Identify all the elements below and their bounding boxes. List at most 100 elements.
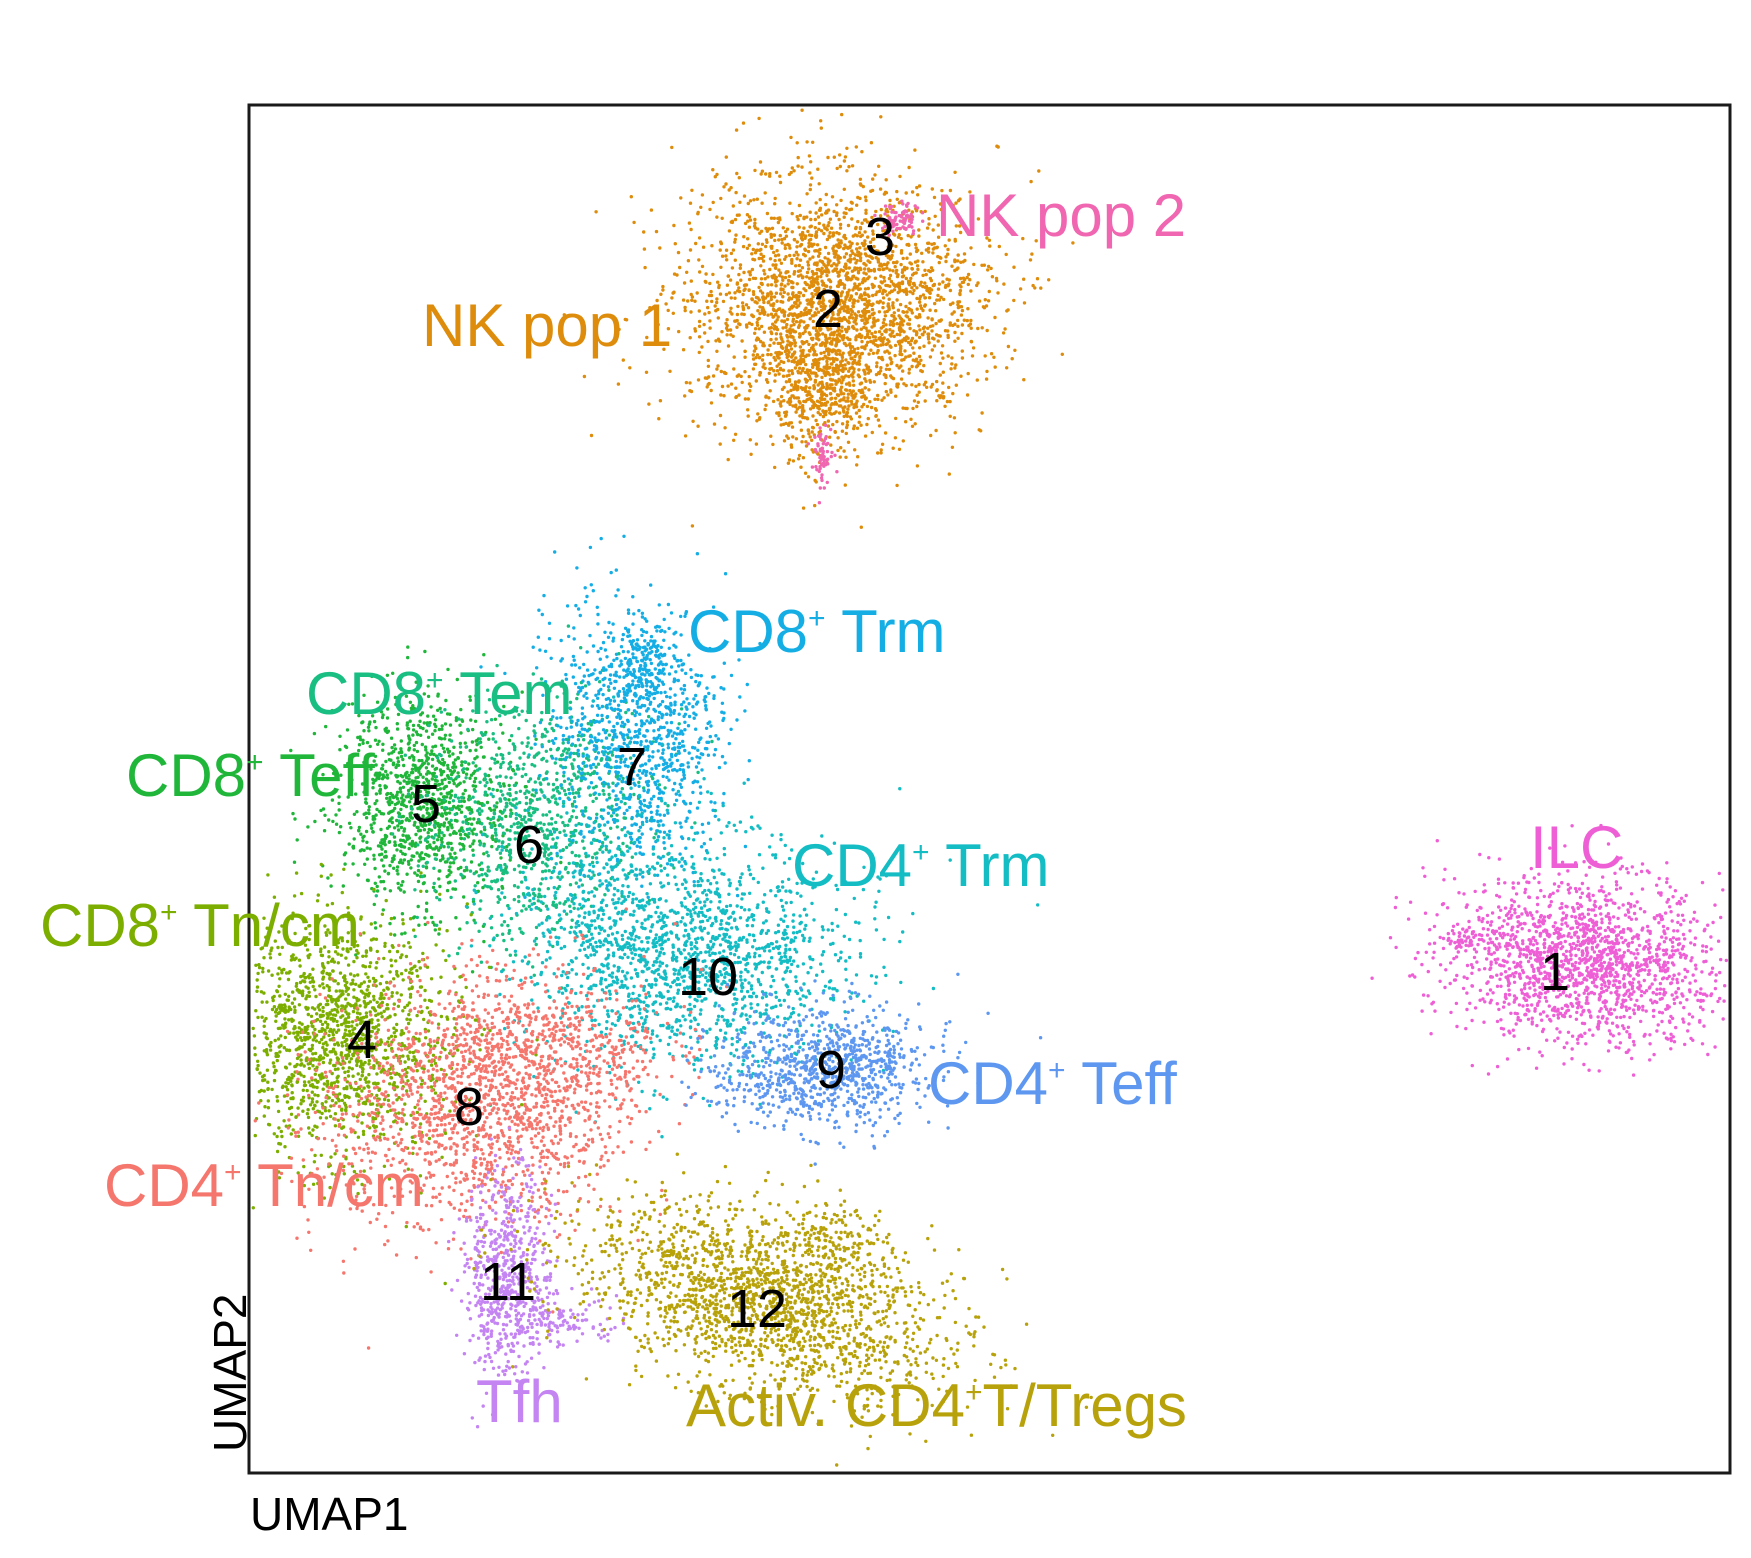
point-cluster-2	[819, 387, 823, 391]
point-cluster-2	[936, 293, 940, 298]
point-cluster-1	[1525, 1008, 1530, 1012]
point-cluster-1	[1465, 976, 1469, 981]
point-cluster-2	[993, 365, 997, 369]
point-cluster-1	[1682, 899, 1687, 903]
point-cluster-2	[798, 258, 803, 262]
point-cluster-1	[1537, 880, 1541, 885]
point-cluster-1	[1541, 1010, 1546, 1014]
point-cluster-2	[844, 305, 848, 309]
point-cluster-1	[1635, 998, 1639, 1003]
point-cluster-2	[931, 336, 935, 340]
point-cluster-1	[1413, 956, 1418, 961]
point-cluster-2	[833, 267, 837, 271]
point-cluster-1	[1713, 986, 1718, 991]
point-cluster-1	[1504, 913, 1509, 918]
point-cluster-2	[852, 298, 856, 302]
point-cluster-1	[1647, 946, 1651, 951]
point-cluster-1	[1645, 924, 1650, 929]
point-cluster-2	[808, 300, 813, 304]
point-cluster-2	[788, 421, 792, 425]
point-cluster-1	[1628, 974, 1632, 978]
point-cluster-1	[1636, 933, 1641, 938]
point-cluster-1	[1580, 917, 1584, 921]
point-cluster-2	[952, 310, 956, 314]
point-cluster-2	[891, 329, 895, 333]
point-cluster-2	[782, 385, 786, 390]
point-cluster-2	[760, 169, 765, 173]
point-cluster-2	[728, 310, 732, 314]
point-cluster-2	[743, 221, 748, 226]
point-cluster-2	[913, 260, 918, 264]
point-cluster-2	[867, 269, 871, 273]
point-cluster-2	[807, 267, 811, 271]
point-cluster-2	[751, 353, 755, 357]
point-cluster-1	[1606, 985, 1611, 989]
point-cluster-1	[1482, 939, 1486, 943]
point-cluster-1	[1489, 962, 1493, 967]
point-cluster-2	[914, 249, 919, 254]
point-cluster-2	[854, 145, 858, 149]
point-cluster-2	[846, 396, 850, 400]
point-cluster-2	[831, 372, 835, 376]
point-cluster-2	[858, 182, 863, 186]
point-cluster-2	[844, 431, 848, 436]
point-cluster-2	[904, 191, 908, 195]
point-cluster-1	[1511, 886, 1516, 890]
point-cluster-1	[1443, 985, 1447, 990]
point-cluster-2	[966, 371, 970, 376]
point-cluster-1	[1614, 948, 1618, 953]
point-cluster-1	[1568, 1014, 1573, 1019]
point-cluster-2	[895, 189, 899, 194]
point-cluster-1	[1558, 906, 1562, 910]
point-cluster-2	[966, 307, 970, 311]
point-cluster-1	[1481, 890, 1486, 894]
point-cluster-2	[772, 250, 776, 255]
point-cluster-2	[822, 410, 826, 415]
point-cluster-2	[837, 339, 841, 343]
point-cluster-2	[825, 359, 829, 364]
point-cluster-2	[925, 385, 929, 389]
point-cluster-2	[807, 353, 811, 357]
point-cluster-1	[1591, 893, 1595, 898]
point-cluster-1	[1569, 935, 1574, 939]
point-cluster-2	[945, 277, 949, 281]
point-cluster-2	[832, 209, 836, 214]
point-cluster-2	[801, 456, 806, 460]
point-cluster-1	[1658, 969, 1663, 973]
point-cluster-1	[1394, 895, 1399, 900]
point-cluster-2	[779, 400, 783, 404]
point-cluster-1	[1576, 1041, 1580, 1045]
point-cluster-2	[778, 271, 783, 275]
point-cluster-2	[816, 383, 820, 387]
point-cluster-3	[806, 442, 810, 446]
point-cluster-2	[838, 455, 842, 459]
point-cluster-1	[1526, 947, 1530, 952]
point-cluster-2	[866, 286, 870, 291]
point-cluster-2	[778, 180, 783, 185]
point-cluster-2	[823, 311, 827, 316]
point-cluster-2	[798, 420, 802, 424]
point-cluster-2	[876, 397, 880, 402]
point-cluster-2	[845, 272, 849, 276]
point-cluster-2	[895, 268, 899, 273]
point-cluster-2	[810, 430, 814, 434]
point-cluster-1	[1464, 939, 1468, 943]
point-cluster-2	[749, 452, 753, 456]
point-cluster-1	[1533, 988, 1537, 992]
point-cluster-2	[778, 174, 782, 178]
point-cluster-2	[826, 155, 830, 160]
point-cluster-2	[822, 350, 826, 355]
point-cluster-1	[1393, 905, 1398, 910]
point-cluster-1	[1620, 1002, 1624, 1006]
point-cluster-2	[836, 274, 841, 278]
point-cluster-2	[742, 194, 747, 198]
point-cluster-1	[1512, 960, 1516, 964]
point-cluster-2	[848, 342, 852, 346]
point-cluster-2	[860, 221, 864, 225]
point-cluster-1	[1603, 935, 1608, 939]
point-cluster-2	[724, 248, 729, 252]
point-cluster-1	[1628, 1015, 1632, 1020]
point-cluster-1	[1499, 984, 1503, 988]
point-cluster-2	[706, 364, 711, 368]
